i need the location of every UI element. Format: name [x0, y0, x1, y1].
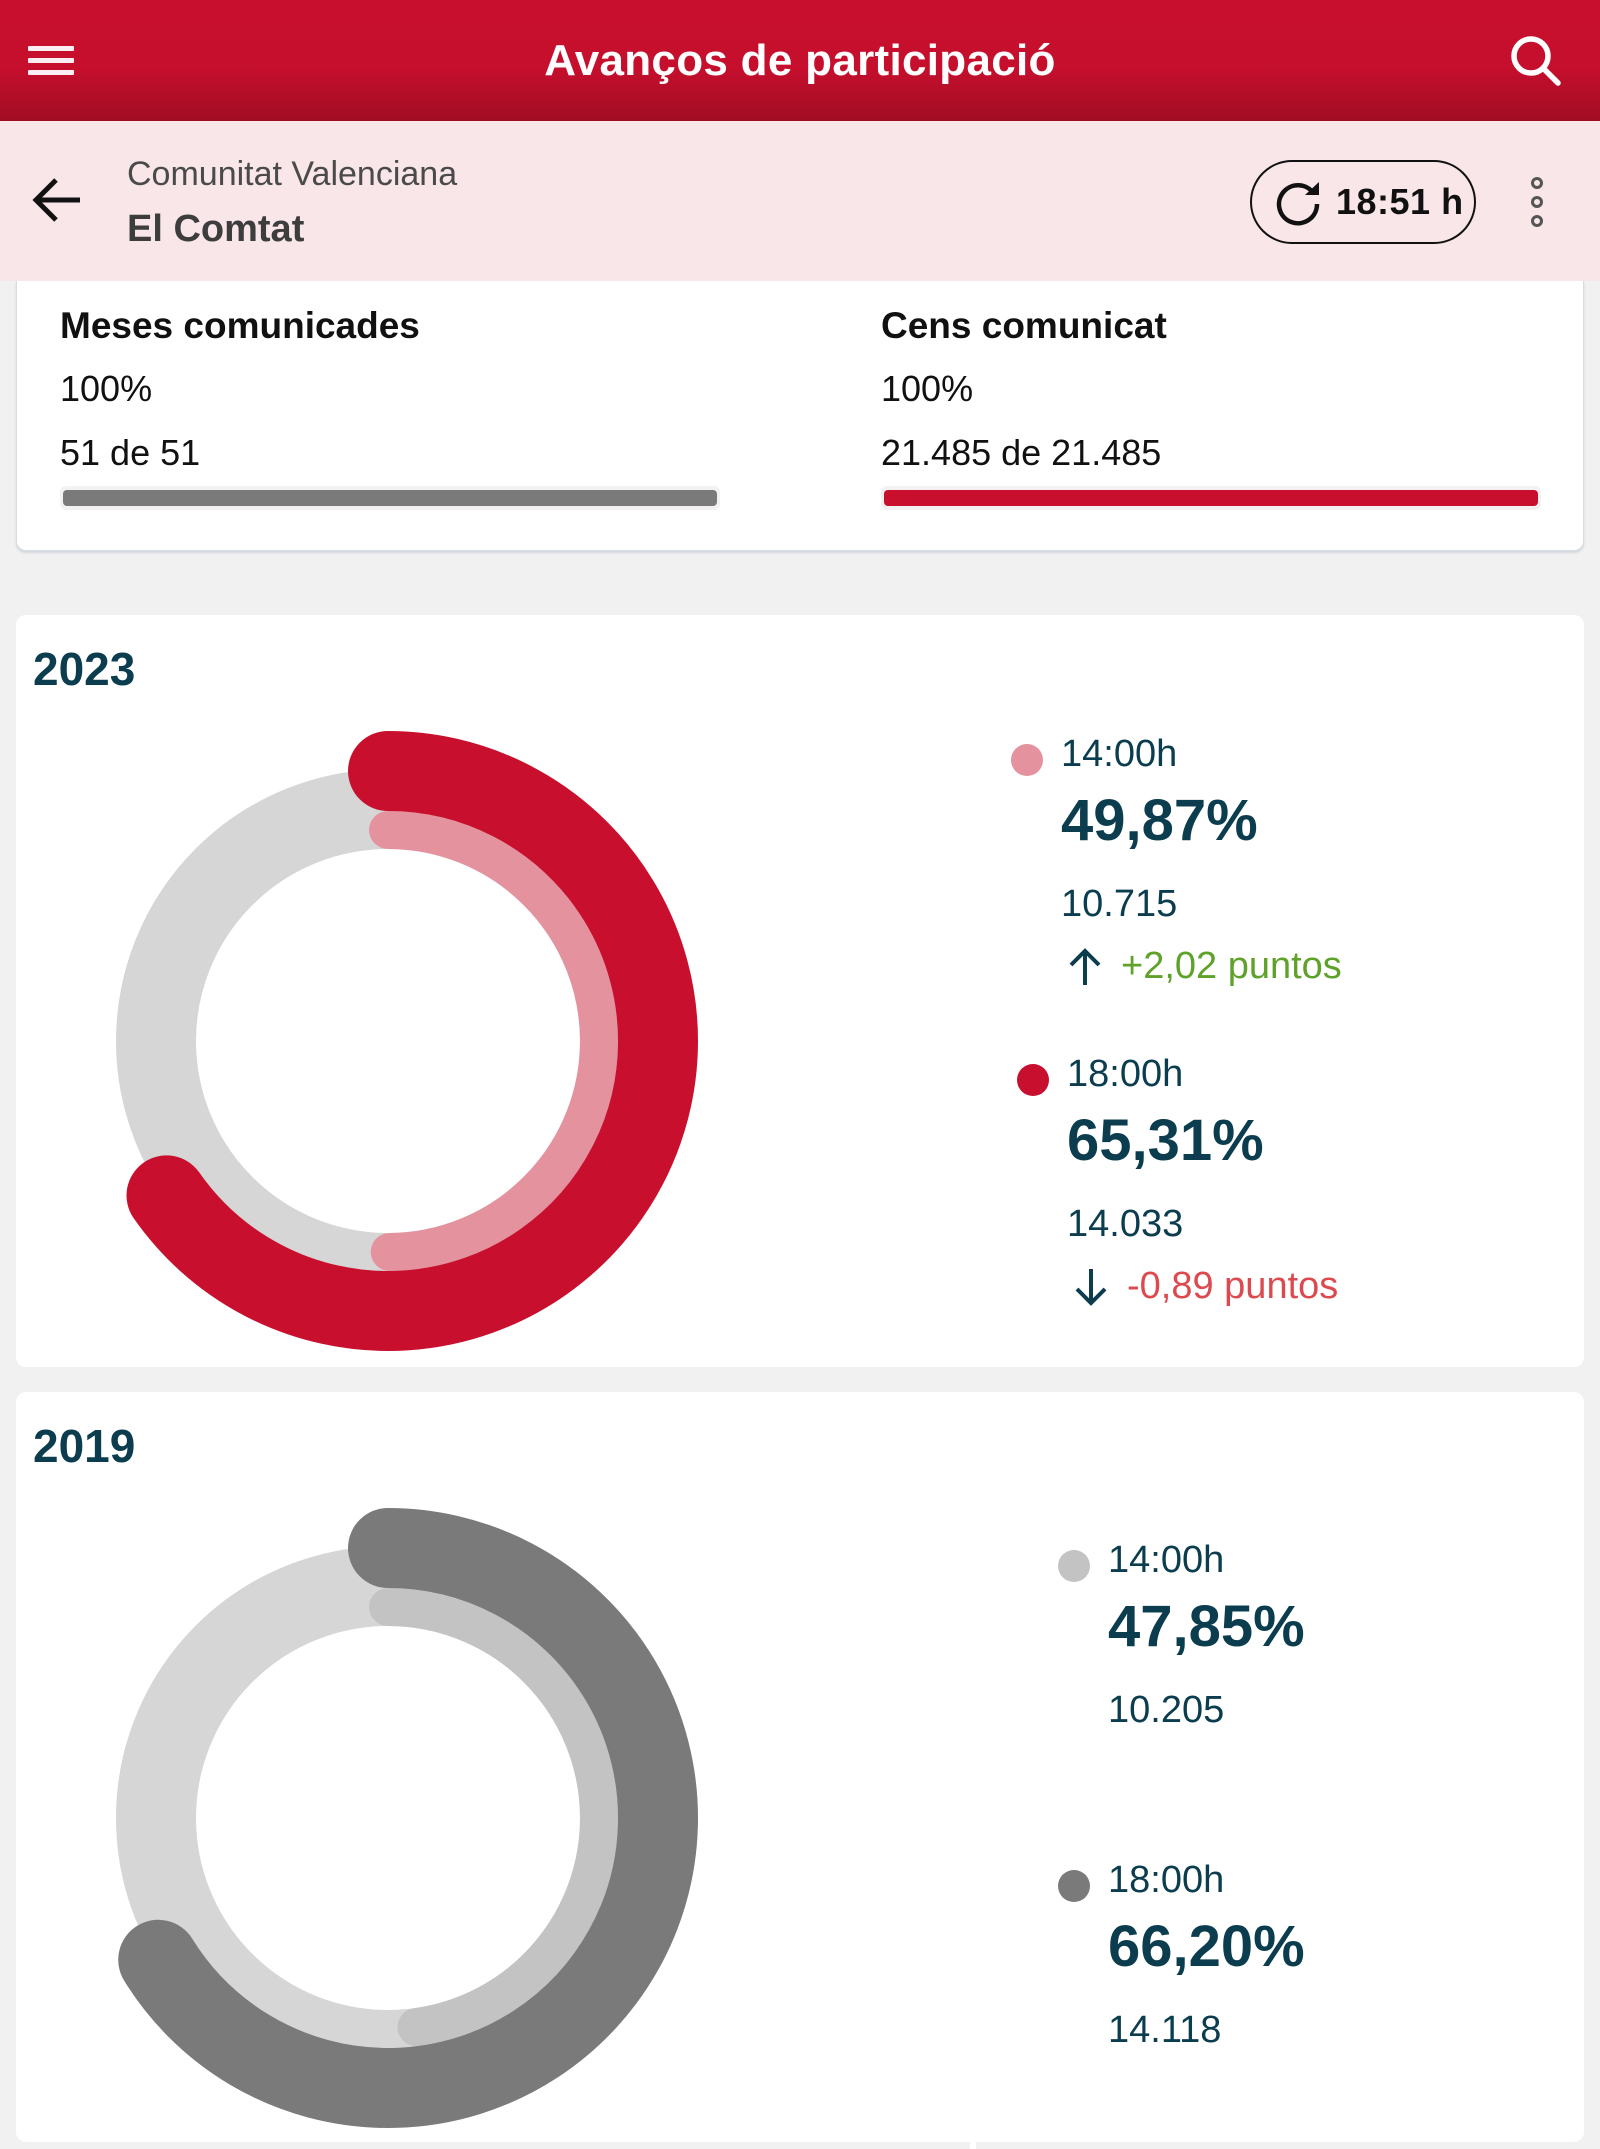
- donut-chart-2023: [116, 731, 698, 1351]
- donut-chart-2019: [116, 1508, 698, 2128]
- legend-percent: 47,85%: [1108, 1594, 1305, 1659]
- legend-hour: 14:00h: [1061, 733, 1178, 775]
- census-count: 21.485 de 21.485: [881, 432, 1162, 473]
- arrow-left-icon[interactable]: [30, 175, 84, 225]
- chart-card-2023: 2023 14:00h 49,87% 10.715 +2,02 puntos 1…: [16, 615, 1584, 1367]
- app-bar: Avanços de participació: [0, 0, 1600, 121]
- refresh-icon: [1276, 182, 1320, 226]
- tables-percent: 100%: [60, 368, 153, 409]
- legend-delta: -0,89 puntos: [1073, 1265, 1338, 1308]
- arrow-up-icon: [1069, 947, 1101, 985]
- summary-card: Meses comunicades 100% 51 de 51 Cens com…: [16, 281, 1584, 551]
- search-icon[interactable]: [1506, 32, 1566, 92]
- location-header: [0, 121, 1600, 281]
- legend-dot: [1017, 1064, 1049, 1096]
- legend-votes: 10.715: [1061, 883, 1178, 925]
- more-vertical-icon[interactable]: [1520, 175, 1554, 231]
- tables-count: 51 de 51: [60, 432, 201, 473]
- page-title: Avanços de participació: [544, 35, 1056, 85]
- tables-progress-fill: [63, 490, 717, 506]
- refresh-button[interactable]: 18:51 h: [1250, 160, 1476, 244]
- legend-hour: 18:00h: [1067, 1053, 1184, 1095]
- chart-title: 2019: [33, 1420, 136, 1472]
- arrow-down-icon: [1075, 1268, 1107, 1306]
- tables-progress-bar: [60, 486, 720, 510]
- last-update-time: 18:51 h: [1336, 181, 1464, 222]
- donut-arc-14h: [369, 811, 618, 1271]
- scroll-indicator: [970, 2140, 976, 2149]
- chart-card-2019: 2019 14:00h 47,85% 10.205 18:00h 66,20% …: [16, 1392, 1584, 2142]
- breadcrumb-area: El Comtat: [127, 208, 305, 250]
- donut-arc-18h: [126, 731, 698, 1351]
- legend-votes: 14.033: [1067, 1203, 1184, 1245]
- legend-delta: +2,02 puntos: [1067, 945, 1342, 988]
- donut-arc-18h: [118, 1508, 698, 2128]
- legend-hour: 14:00h: [1108, 1539, 1225, 1581]
- legend-hour: 18:00h: [1108, 1859, 1225, 1901]
- legend-votes: 14.118: [1108, 2009, 1222, 2051]
- census-title: Cens comunicat: [881, 305, 1167, 346]
- donut-arc-14h: [369, 1588, 618, 2047]
- delta-text: -0,89 puntos: [1127, 1265, 1339, 1307]
- hamburger-menu-icon[interactable]: [28, 45, 74, 77]
- legend-percent: 49,87%: [1061, 788, 1258, 853]
- breadcrumb-region[interactable]: Comunitat Valenciana: [127, 155, 458, 193]
- census-progress-bar: [881, 486, 1541, 510]
- tables-title: Meses comunicades: [60, 305, 420, 346]
- delta-text: +2,02 puntos: [1121, 945, 1342, 987]
- census-progress-fill: [884, 490, 1538, 506]
- census-percent: 100%: [881, 368, 974, 409]
- legend-percent: 66,20%: [1108, 1914, 1305, 1979]
- chart-title: 2023: [33, 643, 136, 695]
- legend-dot: [1011, 744, 1043, 776]
- legend-dot: [1058, 1870, 1090, 1902]
- legend-votes: 10.205: [1108, 1689, 1225, 1731]
- legend-dot: [1058, 1550, 1090, 1582]
- legend-percent: 65,31%: [1067, 1108, 1264, 1173]
